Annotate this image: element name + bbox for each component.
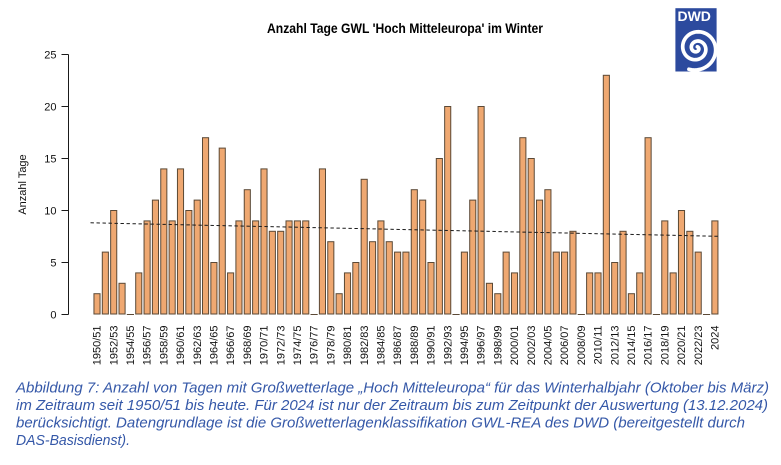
svg-text:1998/99: 1998/99 [492,326,504,366]
svg-text:1974/75: 1974/75 [292,326,304,366]
svg-text:1968/69: 1968/69 [242,326,254,366]
svg-text:2004/05: 2004/05 [543,326,555,366]
svg-text:1960/61: 1960/61 [175,326,187,366]
svg-text:2010/11: 2010/11 [593,326,605,365]
svg-text:1990/91: 1990/91 [426,326,438,366]
svg-text:2014/15: 2014/15 [626,326,638,366]
svg-text:DAS-Basisdienst).: DAS-Basisdienst). [16,432,130,449]
svg-text:Anzahl Tage GWL 'Hoch Mitteleu: Anzahl Tage GWL 'Hoch Mitteleuropa' im W… [267,20,543,36]
svg-text:1982/83: 1982/83 [359,326,371,366]
svg-text:5: 5 [50,257,56,269]
svg-text:2022/23: 2022/23 [693,326,705,366]
svg-text:0: 0 [50,309,56,321]
svg-text:1962/63: 1962/63 [192,326,204,366]
svg-text:Abbildung 7: Anzahl von Tagen: Abbildung 7: Anzahl von Tagen mit Großwe… [15,379,769,396]
svg-text:1952/53: 1952/53 [108,326,120,366]
svg-text:1992/93: 1992/93 [442,326,454,366]
svg-text:2002/03: 2002/03 [526,326,538,366]
svg-text:2012/13: 2012/13 [609,326,621,366]
svg-text:10: 10 [44,205,56,217]
svg-text:im Zeitraum seit 1950/51 bis h: im Zeitraum seit 1950/51 bis heute. Für … [16,397,768,414]
svg-text:1980/81: 1980/81 [342,326,354,366]
svg-text:1984/85: 1984/85 [376,326,388,366]
svg-text:1956/57: 1956/57 [142,326,154,366]
svg-text:1964/65: 1964/65 [209,326,221,366]
svg-text:berücksichtigt. Datengrundlage: berücksichtigt. Datengrundlage ist die G… [16,414,745,431]
svg-text:1970/71: 1970/71 [259,326,271,366]
svg-text:1988/89: 1988/89 [409,326,421,366]
svg-text:1996/97: 1996/97 [476,326,488,366]
svg-text:2018/19: 2018/19 [659,326,671,366]
svg-text:1994/95: 1994/95 [459,326,471,366]
svg-text:2006/07: 2006/07 [559,326,571,366]
svg-text:20: 20 [44,101,56,113]
svg-text:1972/73: 1972/73 [275,326,287,366]
svg-text:2020/21: 2020/21 [676,326,688,366]
svg-text:2000/01: 2000/01 [509,326,521,366]
svg-text:1986/87: 1986/87 [392,326,404,366]
svg-text:Anzahl Tage: Anzahl Tage [17,154,29,214]
svg-text:1950/51: 1950/51 [92,326,104,366]
svg-text:25: 25 [44,49,56,61]
svg-text:DWD: DWD [677,8,711,24]
svg-text:1958/59: 1958/59 [158,326,170,366]
svg-text:1966/67: 1966/67 [225,326,237,366]
svg-text:2008/09: 2008/09 [576,326,588,366]
svg-text:1978/79: 1978/79 [325,326,337,366]
svg-text:2024: 2024 [710,326,722,350]
svg-text:2016/17: 2016/17 [643,326,655,366]
svg-text:1954/55: 1954/55 [125,326,137,366]
svg-text:1976/77: 1976/77 [309,326,321,366]
svg-text:15: 15 [44,153,56,165]
